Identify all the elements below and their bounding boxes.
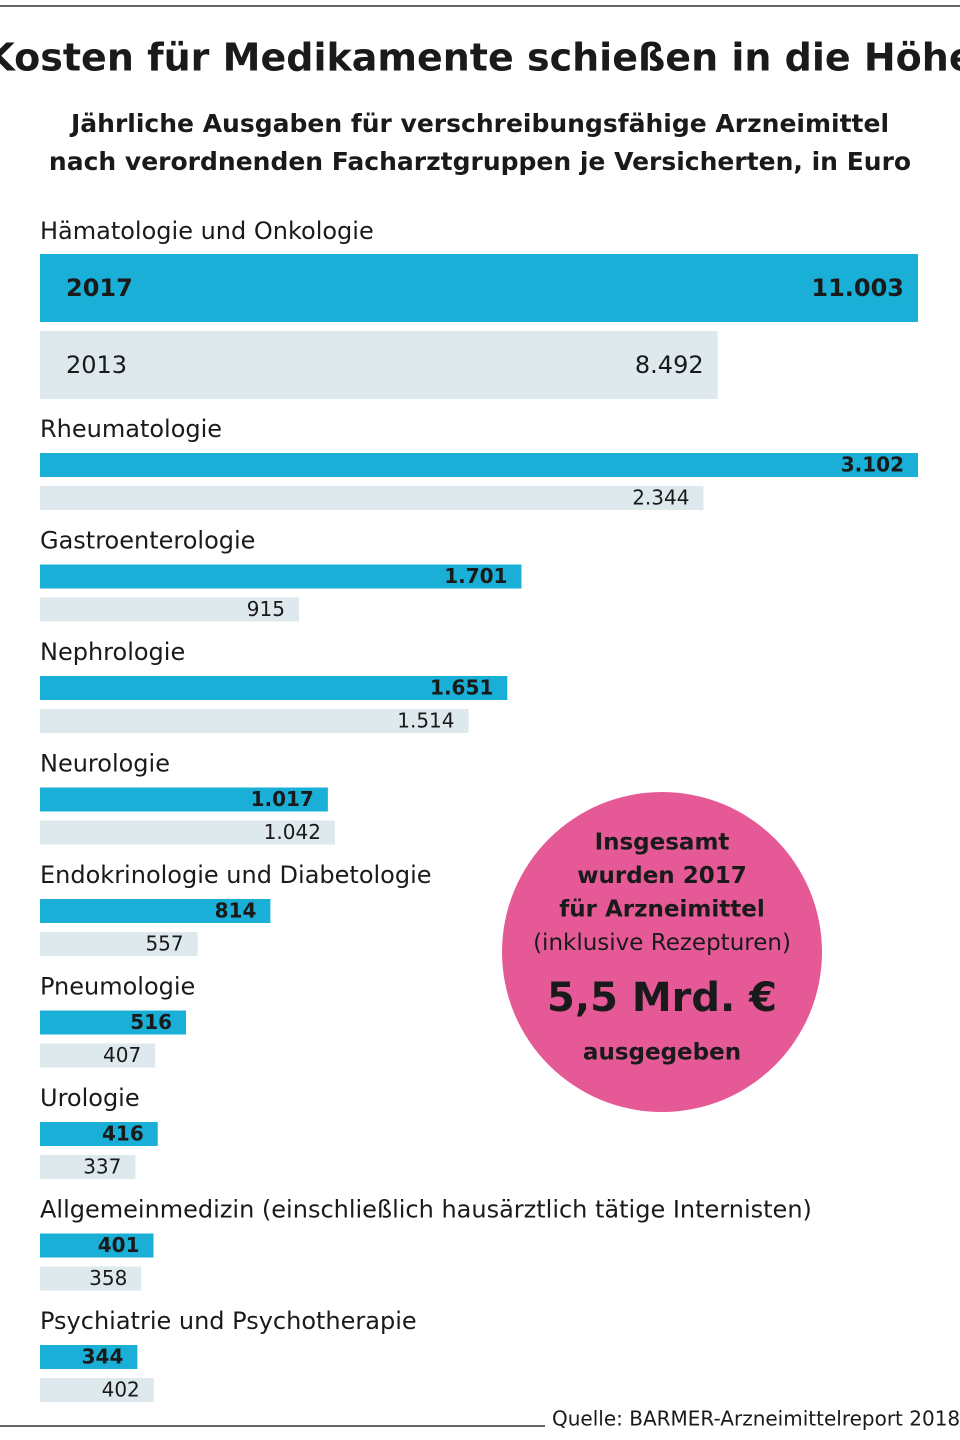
bar xyxy=(40,709,469,733)
value-label: 1.514 xyxy=(397,709,454,733)
value-label: 1.042 xyxy=(264,820,321,844)
bar xyxy=(40,486,704,510)
bar xyxy=(40,1378,154,1402)
value-label: 516 xyxy=(130,1010,172,1034)
bar xyxy=(40,1266,142,1291)
category-label: Hämatologie und Onkologie xyxy=(40,217,374,245)
category-label: Endokrinologie und Diabetologie xyxy=(40,861,432,889)
bar xyxy=(40,787,328,812)
category-label: Gastroenterologie xyxy=(40,527,255,555)
highlight-text: für Arzneimittel xyxy=(559,897,764,923)
category-label: Psychiatrie und Psychotherapie xyxy=(40,1307,417,1335)
bar xyxy=(40,597,299,622)
highlight-text: wurden 2017 xyxy=(577,863,746,889)
category-label: Nephrologie xyxy=(40,638,185,666)
bar xyxy=(40,1155,136,1179)
value-label: 344 xyxy=(82,1345,124,1369)
bar xyxy=(40,676,508,700)
value-label: 814 xyxy=(215,899,257,923)
value-label: 1.701 xyxy=(444,564,507,588)
value-label: 1.017 xyxy=(251,787,314,811)
value-label: 358 xyxy=(89,1266,127,1290)
source: Quelle: BARMER-Arzneimittelreport 2018 xyxy=(552,1407,960,1431)
value-label: 337 xyxy=(83,1155,121,1179)
bar xyxy=(40,254,918,322)
bar xyxy=(40,820,335,845)
highlight-amount: 5,5 Mrd. € xyxy=(547,975,777,1021)
category-label: Neurologie xyxy=(40,750,170,778)
series-name: 2017 xyxy=(66,274,133,302)
value-label: 401 xyxy=(98,1233,140,1257)
value-label: 402 xyxy=(102,1378,140,1402)
highlight-text: (inklusive Rezepturen) xyxy=(533,930,791,956)
category-label: Pneumologie xyxy=(40,973,195,1001)
value-label: 8.492 xyxy=(635,351,704,379)
value-label: 11.003 xyxy=(811,274,904,302)
series-name: 2013 xyxy=(66,351,127,379)
value-label: 416 xyxy=(102,1122,144,1146)
bar xyxy=(40,1233,154,1258)
bar xyxy=(40,932,198,956)
highlight-footer: ausgegeben xyxy=(583,1040,741,1066)
bar xyxy=(40,564,522,589)
chart-title: Kosten für Medikamente schießen in die H… xyxy=(0,36,960,80)
highlight-text: Insgesamt xyxy=(595,830,730,856)
highlight-circle xyxy=(502,792,822,1112)
category-label: Urologie xyxy=(40,1084,140,1112)
value-label: 557 xyxy=(145,932,183,956)
bar xyxy=(40,453,918,477)
bar xyxy=(40,899,271,923)
value-label: 915 xyxy=(247,597,285,621)
value-label: 3.102 xyxy=(841,453,904,477)
category-label: Rheumatologie xyxy=(40,415,222,443)
subtitle: Jährliche Ausgaben für verschreibungsfäh… xyxy=(69,109,889,138)
value-label: 1.651 xyxy=(430,676,493,700)
value-label: 407 xyxy=(103,1043,141,1067)
bar xyxy=(40,1010,187,1035)
bar xyxy=(40,1122,158,1146)
bar xyxy=(40,331,718,399)
value-label: 2.344 xyxy=(632,486,689,510)
subtitle: nach verordnenden Facharztgruppen je Ver… xyxy=(49,147,911,176)
bar xyxy=(40,1345,138,1369)
category-label: Allgemeinmedizin (einschließlich hausärz… xyxy=(40,1196,812,1224)
bar xyxy=(40,1043,156,1068)
